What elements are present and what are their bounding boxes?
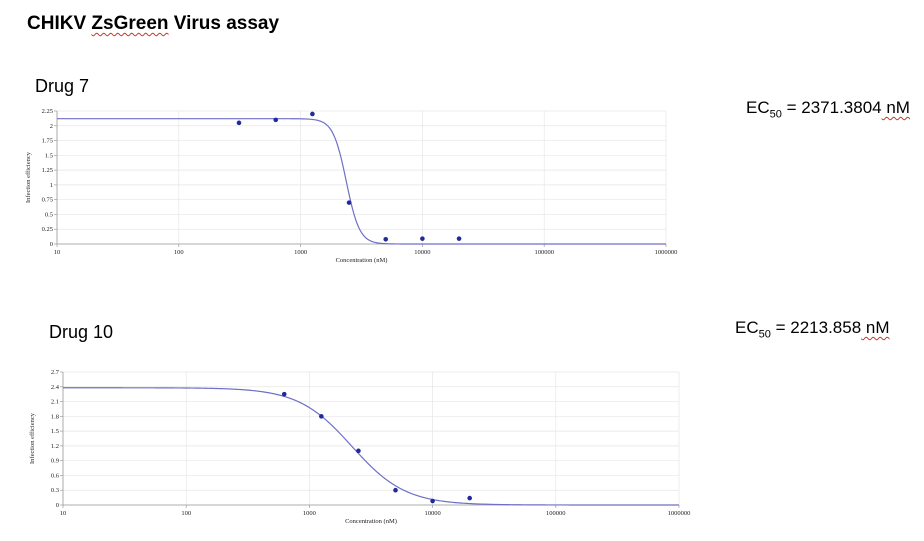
y-tick-label: 0.5 [45, 211, 53, 218]
x-tick-label: 100 [174, 249, 184, 256]
x-tick-label: 1000000 [655, 249, 678, 256]
page-title-part1: CHIKV [27, 13, 92, 34]
chart2-ec50-unit: nM [861, 318, 890, 337]
data-point [346, 200, 352, 205]
data-point [467, 495, 472, 501]
data-point [310, 111, 315, 117]
data-point [383, 236, 389, 242]
chart2-ec50-sub: 50 [758, 328, 771, 341]
chart2-ec50-label: EC [735, 318, 759, 337]
y-tick-label: 0.9 [51, 458, 59, 465]
data-point [420, 236, 425, 241]
data-point [393, 487, 398, 493]
y-tick-label: 2.4 [51, 384, 60, 391]
y-tick-label: 0.3 [51, 487, 59, 494]
chart1-ec50-unit: nM [881, 98, 910, 117]
y-tick-label: 1.25 [42, 167, 53, 174]
data-point [236, 120, 242, 126]
x-tick-label: 10000 [424, 510, 440, 517]
y-tick-label: 1.5 [45, 152, 53, 159]
y-tick-label: 1.75 [42, 138, 53, 145]
x-axis-title: Concentration (nM) [345, 518, 397, 525]
y-tick-label: 0.75 [42, 197, 53, 204]
chart1-ec50-label: EC [746, 98, 770, 117]
page-title-part2: ZsGreen [91, 13, 169, 34]
y-axis-title: Infection efficiency [29, 412, 36, 464]
chart2-title: Drug 10 [49, 322, 114, 342]
y-tick-label: 1.2 [51, 443, 59, 450]
x-tick-label: 1000000 [668, 510, 691, 517]
x-axis-title: Concentration (nM) [336, 257, 388, 264]
chart1-ec50-value: 2371.3804 [801, 98, 882, 117]
x-tick-label: 100000 [546, 510, 566, 517]
chart1-ec50-eq: = [781, 98, 802, 117]
y-tick-label: 1.8 [51, 413, 59, 420]
chart1-ec50-sub: 50 [769, 108, 782, 121]
chart2-ec50-eq: = [770, 318, 791, 337]
y-tick-label: 1.5 [51, 428, 59, 435]
data-point [456, 236, 462, 241]
y-tick-label: 0 [56, 502, 59, 509]
x-tick-label: 10000 [414, 249, 430, 256]
y-tick-label: 2 [50, 123, 53, 130]
data-point [356, 448, 361, 454]
x-tick-label: 100 [181, 510, 191, 517]
data-point [430, 498, 435, 504]
x-tick-label: 10 [54, 249, 61, 256]
chart2-ec50-value: 2213.858 [790, 318, 862, 337]
x-tick-label: 10 [60, 510, 67, 517]
data-point [281, 391, 287, 397]
y-tick-label: 0.25 [42, 226, 53, 233]
x-tick-label: 100000 [534, 249, 554, 256]
page-title: CHIKV ZsGreen Virus assay [27, 13, 279, 35]
data-point [273, 117, 279, 123]
y-tick-label: 2.1 [51, 399, 59, 406]
x-tick-label: 1000 [303, 510, 316, 517]
chart2-ec50: EC50 = 2213.858 nM [735, 318, 890, 340]
chart1-title: Drug 7 [35, 76, 90, 96]
fit-curve [63, 387, 679, 506]
chart1-ec50: EC50 = 2371.3804 nM [746, 98, 910, 120]
y-tick-label: 0.6 [51, 472, 60, 479]
y-tick-label: 2.25 [42, 108, 53, 115]
y-axis-title: Infection efficiency [25, 151, 32, 203]
x-tick-label: 1000 [294, 249, 307, 256]
fit-curve [57, 118, 666, 245]
data-point [319, 414, 324, 419]
page-title-part3: Virus assay [168, 13, 280, 34]
y-tick-label: 0 [50, 241, 53, 248]
y-tick-label: 2.7 [51, 369, 60, 376]
y-tick-label: 1 [50, 182, 53, 189]
